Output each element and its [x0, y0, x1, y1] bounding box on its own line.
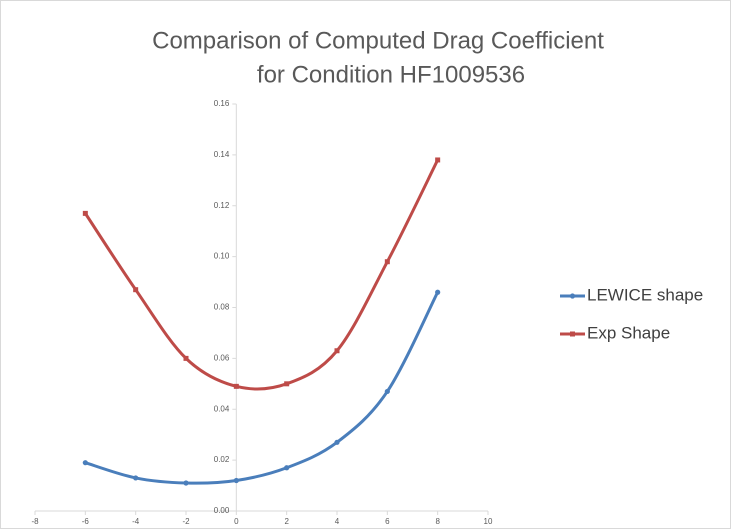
x-tick-label: -4: [132, 517, 140, 526]
y-tick-label: 0.00: [214, 506, 230, 515]
y-tick-label: 0.02: [214, 455, 230, 464]
marker: [133, 287, 139, 293]
marker: [233, 477, 239, 484]
legend-label: Exp Shape: [587, 323, 670, 342]
legend-marker: [569, 293, 576, 299]
legend-marker: [570, 331, 575, 337]
marker: [284, 465, 290, 471]
x-tick-label: 4: [335, 517, 340, 526]
chart-title: for Condition HF1009536: [257, 61, 525, 88]
y-tick-label: 0.04: [214, 404, 230, 413]
y-tick-label: 0.06: [214, 353, 230, 362]
marker: [133, 475, 139, 481]
x-tick-label: 2: [284, 517, 289, 526]
x-tick-label: 8: [435, 517, 440, 526]
y-tick-label: 0.16: [214, 99, 230, 108]
x-tick-label: -2: [182, 517, 190, 526]
x-tick-label: 6: [385, 517, 390, 526]
x-tick-label: 10: [484, 517, 493, 526]
legend-label: LEWICE shape: [587, 285, 703, 304]
marker: [435, 289, 441, 295]
marker: [82, 210, 88, 216]
y-tick-label: 0.10: [214, 252, 230, 261]
marker: [284, 381, 290, 387]
x-tick-label: -8: [31, 517, 39, 526]
x-tick-label: -6: [82, 517, 90, 526]
marker: [183, 480, 189, 486]
chart-title: Comparison of Computed Drag Coefficient: [152, 27, 604, 54]
marker: [233, 383, 239, 389]
marker: [82, 460, 88, 466]
y-tick-label: 0.12: [214, 201, 230, 210]
marker: [334, 439, 340, 445]
y-tick-label: 0.08: [214, 303, 230, 312]
marker: [334, 348, 340, 354]
y-tick-label: 0.14: [214, 150, 230, 159]
marker: [435, 157, 441, 163]
marker: [384, 259, 390, 265]
marker: [183, 355, 189, 361]
x-tick-label: 0: [234, 517, 239, 526]
marker: [384, 388, 390, 395]
